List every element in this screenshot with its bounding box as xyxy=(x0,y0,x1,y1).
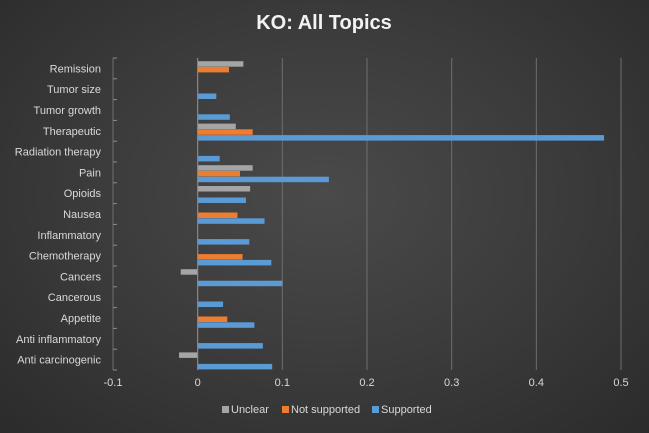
bar-not-supported xyxy=(197,212,238,218)
category-label: Opioids xyxy=(64,188,102,200)
legend-label: Not supported xyxy=(291,404,360,416)
bar-supported xyxy=(197,135,605,141)
chart-title: KO: All Topics xyxy=(256,12,392,34)
category-label: Tumor growth xyxy=(34,105,101,117)
category-label: Therapeutic xyxy=(43,126,102,138)
bar-unclear xyxy=(197,123,236,130)
x-tick-label: 0.4 xyxy=(529,377,544,389)
bar-unclear xyxy=(197,165,253,171)
bars-layer xyxy=(179,61,605,370)
category-label: Anti carcinogenic xyxy=(17,355,101,367)
bar-supported xyxy=(197,176,329,183)
category-label: Chemotherapy xyxy=(29,251,102,263)
category-label: Pain xyxy=(79,167,101,179)
legend-label: Unclear xyxy=(231,404,269,416)
bar-not-supported xyxy=(197,316,228,322)
bar-supported xyxy=(197,114,230,120)
bar-supported xyxy=(197,155,220,162)
legend-swatch xyxy=(372,406,379,413)
legend-swatch xyxy=(222,406,229,413)
category-label: Anti inflammatory xyxy=(16,334,101,346)
bar-supported xyxy=(197,218,265,224)
bar-unclear xyxy=(197,61,244,67)
bar-not-supported xyxy=(197,129,253,135)
category-label: Nausea xyxy=(63,209,102,221)
x-tick-label: 0.3 xyxy=(444,377,459,389)
bar-supported xyxy=(197,197,246,203)
legend: Unclear Not supported Supported xyxy=(222,404,432,416)
bar-supported xyxy=(197,301,224,307)
bar-supported xyxy=(197,93,217,99)
category-label: Cancers xyxy=(60,271,101,283)
bar-not-supported xyxy=(197,170,240,177)
bar-supported xyxy=(197,322,255,328)
x-tick-label: 0.1 xyxy=(275,377,290,389)
x-tick-label: 0.5 xyxy=(613,377,628,389)
bar-supported xyxy=(197,343,263,349)
x-tick-label: 0 xyxy=(195,377,201,389)
category-label: Tumor size xyxy=(47,84,101,96)
bar-supported xyxy=(197,239,250,245)
bar-not-supported xyxy=(197,66,229,73)
category-label: Radiation therapy xyxy=(15,147,102,159)
bar-supported xyxy=(197,363,273,370)
bar-supported xyxy=(197,280,283,287)
legend-label: Supported xyxy=(381,404,432,416)
category-label: Remission xyxy=(50,63,101,75)
category-label: Cancerous xyxy=(48,292,102,304)
bar-not-supported xyxy=(197,254,243,260)
bar-unclear xyxy=(180,269,198,275)
x-tick-label: 0.2 xyxy=(359,377,374,389)
grid-layer xyxy=(112,58,622,370)
x-tick-label: -0.1 xyxy=(104,377,123,389)
legend-swatch xyxy=(282,406,289,413)
bar-unclear xyxy=(197,186,251,192)
bar-unclear xyxy=(179,352,198,358)
bar-supported xyxy=(197,259,272,266)
category-label: Inflammatory xyxy=(37,230,101,242)
axis-layer: -0.1 0 0.1 0.2 0.3 0.4 0.5 Remission Tumor size T… xyxy=(15,57,629,389)
category-label: Appetite xyxy=(61,313,101,325)
